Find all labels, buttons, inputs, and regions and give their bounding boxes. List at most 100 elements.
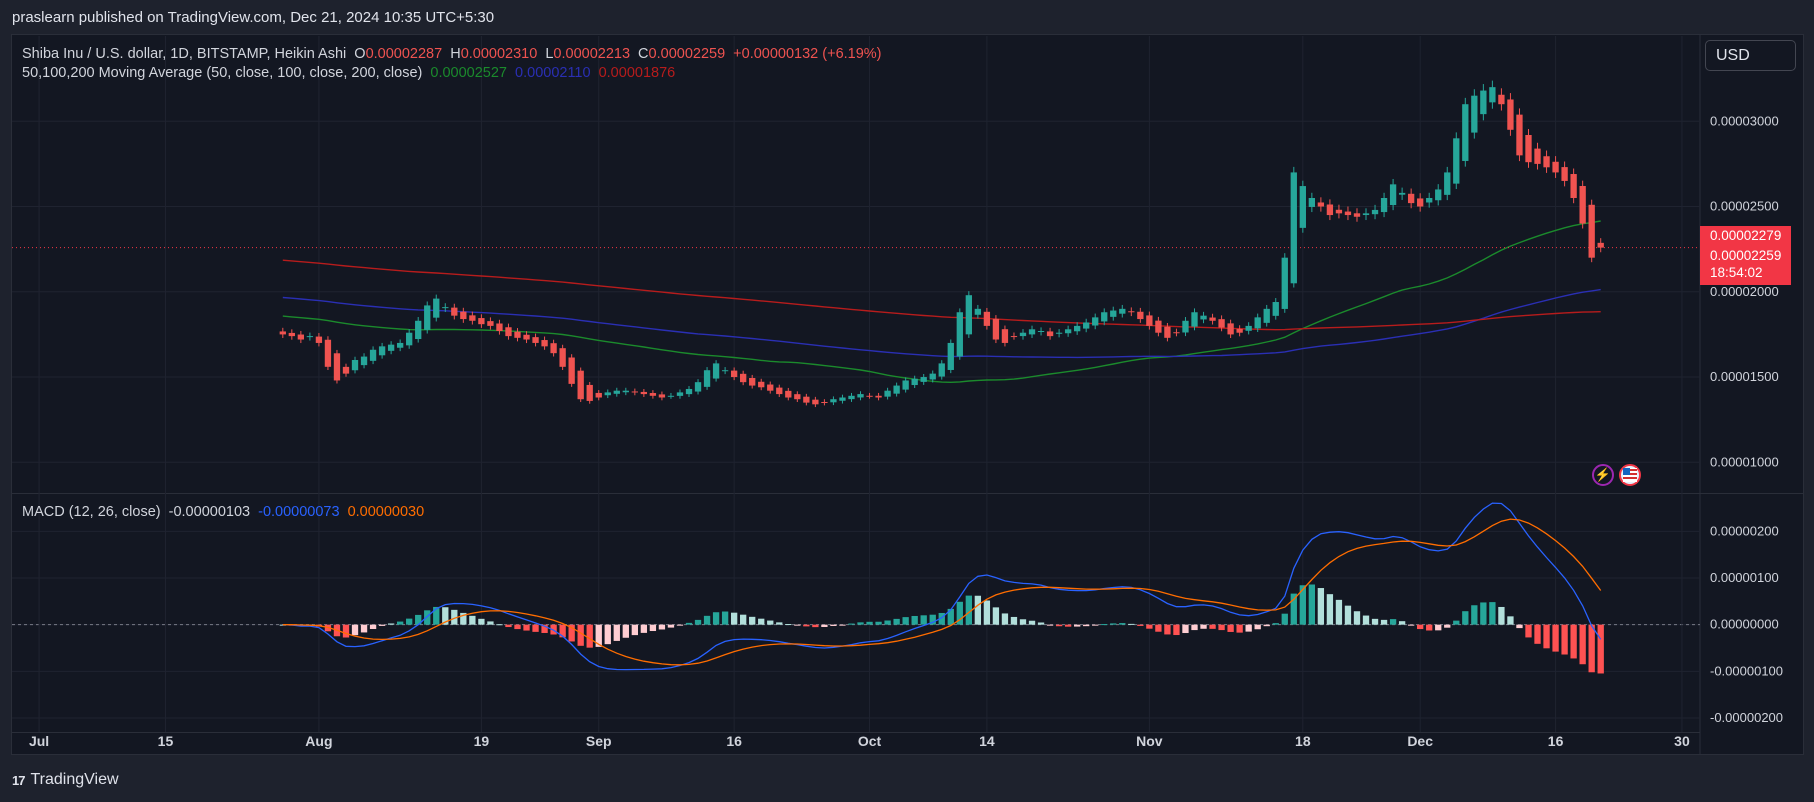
macd-histogram-bar bbox=[424, 610, 431, 625]
candle-body bbox=[396, 342, 404, 348]
macd-histogram-bar bbox=[884, 620, 891, 625]
candle-body bbox=[1516, 114, 1523, 156]
candle-body bbox=[496, 323, 503, 332]
macd-histogram-bar bbox=[1101, 624, 1108, 626]
macd-histogram-bar bbox=[1389, 619, 1397, 625]
candle-body bbox=[604, 392, 611, 396]
macd-label[interactable]: MACD (12, 26, close) bbox=[22, 504, 161, 520]
macd-histogram-bar bbox=[631, 624, 639, 636]
candle-body bbox=[315, 336, 323, 343]
macd-histogram-bar bbox=[1534, 624, 1541, 644]
macd-line bbox=[282, 502, 1602, 671]
candle-body bbox=[803, 396, 810, 403]
macd-histogram-bar bbox=[1453, 620, 1460, 625]
candle-body bbox=[767, 384, 774, 391]
lightning-icon[interactable]: ⚡ bbox=[1592, 464, 1614, 486]
macd-histogram-bar bbox=[415, 614, 422, 625]
candle-body bbox=[821, 401, 828, 403]
macd-histogram-bar bbox=[1371, 618, 1379, 625]
macd-histogram-bar bbox=[1110, 623, 1117, 625]
candle-body bbox=[387, 344, 395, 351]
candle-body bbox=[406, 332, 413, 346]
macd-histogram-bar bbox=[1444, 624, 1451, 628]
macd-histogram-bar bbox=[442, 607, 449, 625]
currency-selector[interactable]: USD bbox=[1705, 40, 1796, 71]
macd-histogram-bar bbox=[1290, 593, 1297, 625]
macd-histogram-bar bbox=[1480, 602, 1487, 625]
open-value: 0.00002287 bbox=[365, 46, 443, 62]
macd-histogram-bar bbox=[1579, 624, 1586, 665]
macd-histogram-bar bbox=[1227, 624, 1234, 632]
us-flag-icon[interactable] bbox=[1619, 464, 1641, 486]
macd-histogram-bar bbox=[487, 621, 494, 625]
macd-histogram-bar bbox=[1426, 624, 1433, 631]
candle-body bbox=[1209, 317, 1216, 321]
candle-body bbox=[920, 377, 927, 382]
candle-body bbox=[1227, 323, 1234, 335]
candle-body bbox=[1092, 317, 1099, 326]
macd-signal-value: 0.00000030 bbox=[347, 504, 425, 520]
candle-body bbox=[1299, 186, 1306, 228]
macd-histogram-bar bbox=[595, 624, 602, 647]
candle-body bbox=[631, 391, 639, 393]
candle-body bbox=[451, 307, 458, 316]
candle-body bbox=[1001, 329, 1009, 343]
price-tick-label: 0.00001500 bbox=[1710, 369, 1779, 384]
candle-body bbox=[1317, 202, 1325, 207]
candle-body bbox=[1471, 95, 1478, 133]
footer-brand[interactable]: 17 TradingView bbox=[12, 771, 119, 789]
candle-body bbox=[694, 382, 702, 392]
candle-body bbox=[505, 327, 512, 337]
candle-body bbox=[586, 384, 593, 401]
macd-histogram-bar bbox=[514, 624, 521, 630]
candle-body bbox=[333, 353, 341, 381]
macd-histogram-bar bbox=[1218, 624, 1225, 631]
candle-body bbox=[360, 356, 368, 366]
candle-body bbox=[1019, 332, 1027, 337]
macd-histogram-bar bbox=[1155, 624, 1162, 632]
candle-body bbox=[1426, 197, 1433, 203]
candle-body bbox=[1498, 94, 1505, 105]
tradingview-logo-icon: 17 bbox=[12, 772, 26, 788]
time-tick-label: Jul bbox=[29, 733, 49, 749]
candle-body bbox=[523, 334, 530, 340]
candle-body bbox=[776, 387, 783, 395]
macd-histogram-bar bbox=[1435, 624, 1442, 631]
macd-tick-label: 0.00000200 bbox=[1710, 523, 1779, 538]
candle-body bbox=[911, 378, 918, 386]
candle-body bbox=[758, 381, 765, 388]
candle-body bbox=[1101, 312, 1108, 322]
candle-body bbox=[1281, 257, 1288, 309]
candle-body bbox=[857, 394, 864, 398]
candle-body bbox=[1489, 87, 1496, 103]
candle-body bbox=[532, 337, 539, 343]
macd-histogram-bar bbox=[1010, 616, 1018, 625]
macd-tick-label: 0.00000100 bbox=[1710, 570, 1779, 585]
candle-body bbox=[1561, 167, 1568, 181]
macd-histogram-bar bbox=[712, 612, 720, 625]
ma-label[interactable]: 50,100,200 Moving Average (50, close, 10… bbox=[22, 65, 423, 81]
macd-histogram-bar bbox=[848, 623, 855, 625]
candle-body bbox=[351, 359, 359, 371]
macd-histogram-bar bbox=[1092, 624, 1099, 626]
macd-histogram-bar bbox=[803, 624, 810, 627]
candle-body bbox=[875, 395, 882, 398]
candle-body bbox=[1525, 135, 1532, 163]
symbol-title[interactable]: Shiba Inu / U.S. dollar, 1D, BITSTAMP, H… bbox=[22, 46, 347, 62]
candle-body bbox=[929, 373, 936, 380]
macd-histogram-bar bbox=[703, 615, 711, 625]
chart-panel[interactable] bbox=[11, 34, 1804, 755]
macd-histogram-bar bbox=[1507, 616, 1514, 625]
macd-histogram-bar bbox=[1561, 624, 1568, 655]
candle-body bbox=[866, 395, 873, 397]
candle-body bbox=[369, 349, 377, 361]
macd-histogram-bar bbox=[369, 624, 377, 630]
publisher-line: praslearn published on TradingView.com, … bbox=[12, 9, 495, 26]
close-value: 0.00002259 bbox=[648, 46, 726, 62]
macd-histogram-bar bbox=[1037, 622, 1045, 625]
candle-body bbox=[424, 305, 431, 330]
ma200-line bbox=[282, 259, 1601, 331]
candle-body bbox=[1191, 312, 1198, 327]
macd-histogram-bar bbox=[676, 624, 684, 626]
